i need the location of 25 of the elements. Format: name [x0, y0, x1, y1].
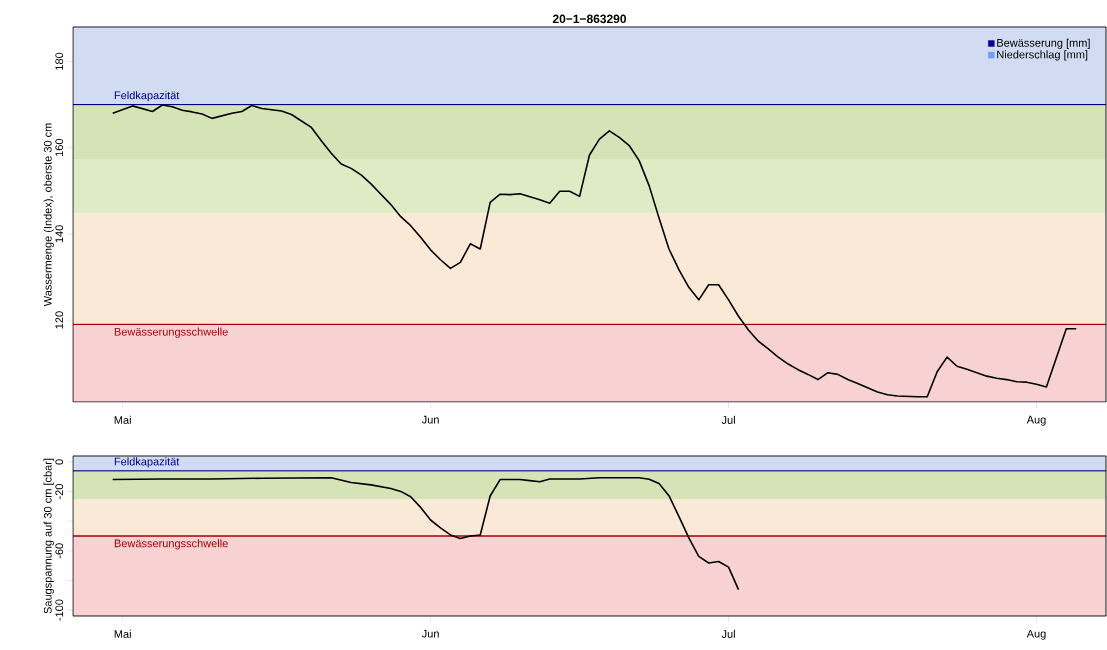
y-tick-label: -20	[55, 484, 64, 500]
legend-label: Niederschlag [mm]	[997, 50, 1088, 61]
legend-label: Bewässerung [mm]	[997, 38, 1090, 49]
x-tick-label: Aug	[1026, 629, 1046, 640]
ref-line-label: Bewässerungsschwelle	[114, 539, 228, 550]
y-tick-label: 160	[55, 138, 64, 157]
x-tick-label: Mai	[114, 629, 131, 638]
x-tick-label: Jul	[721, 629, 735, 638]
ref-line-label: Feldkapazität	[114, 91, 180, 102]
x-tick-label: Mai	[114, 415, 131, 424]
y-tick-label: 180	[55, 52, 64, 70]
ref-line-label: Bewässerungsschwelle	[114, 327, 228, 338]
y-tick-label: 140	[55, 225, 64, 243]
y-tick-label: 120	[55, 311, 64, 329]
x-tick-label: Jun	[421, 415, 439, 424]
y-tick-label: -60	[55, 543, 64, 559]
x-tick-label: Jun	[421, 629, 439, 638]
x-tick-label: Jul	[721, 415, 735, 424]
chart-title: 20−1−863290	[552, 14, 627, 24]
y-tick-label: -100	[55, 599, 64, 621]
ref-line-label: Feldkapazität	[114, 457, 180, 468]
y-tick-label: 0	[55, 459, 64, 465]
y-axis-title: Saugspannung auf 30 cm [cbar]	[43, 458, 54, 614]
y-axis-title: Wassermenge (Index), oberste 30 cm	[43, 123, 54, 307]
x-tick-label: Aug	[1026, 415, 1046, 426]
